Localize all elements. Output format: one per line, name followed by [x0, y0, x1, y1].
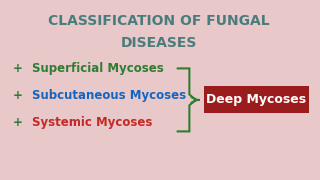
- Text: +: +: [13, 62, 23, 75]
- Text: Deep Mycoses: Deep Mycoses: [206, 93, 306, 106]
- Text: CLASSIFICATION OF FUNGAL: CLASSIFICATION OF FUNGAL: [48, 14, 270, 28]
- Text: Systemic Mycoses: Systemic Mycoses: [32, 116, 152, 129]
- Text: Subcutaneous Mycoses: Subcutaneous Mycoses: [32, 89, 186, 102]
- Text: Superficial Mycoses: Superficial Mycoses: [32, 62, 164, 75]
- FancyBboxPatch shape: [204, 86, 309, 113]
- Text: +: +: [13, 89, 23, 102]
- Text: +: +: [13, 116, 23, 129]
- Text: DISEASES: DISEASES: [121, 36, 197, 50]
